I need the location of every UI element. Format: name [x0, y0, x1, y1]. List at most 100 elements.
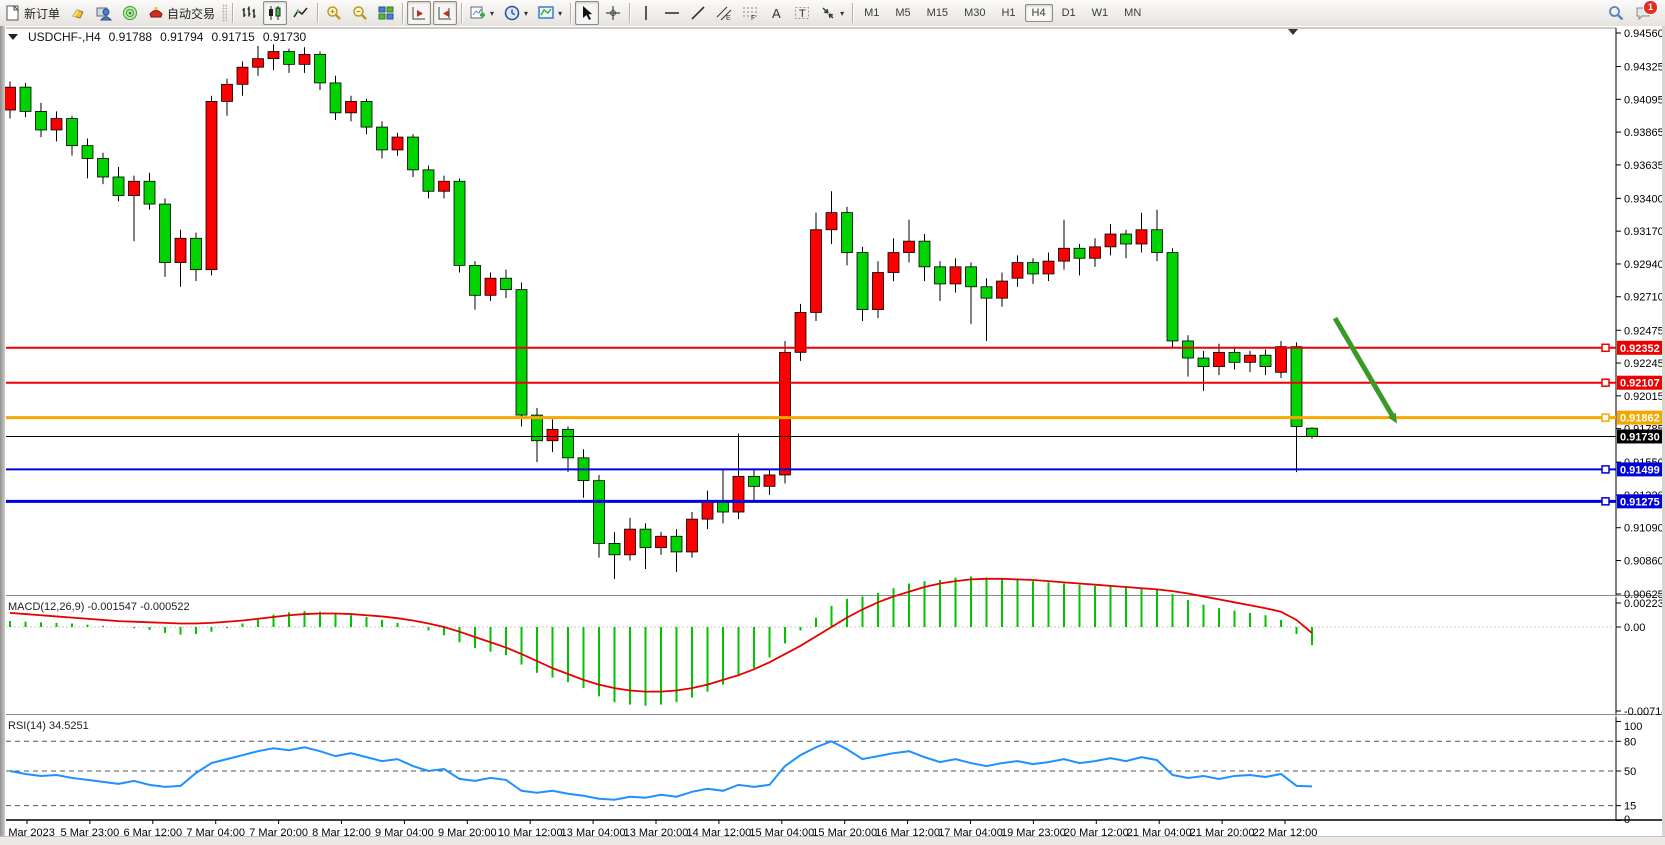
price-axis-tick: 0.94325 — [1624, 62, 1664, 74]
timeframe-button-w1[interactable]: W1 — [1091, 7, 1109, 19]
tile-windows-button[interactable] — [374, 1, 398, 25]
clock-icon — [504, 5, 520, 21]
timeframe-button-m30[interactable]: M30 — [964, 7, 986, 19]
line-chart-icon — [293, 5, 309, 21]
price-axis-tick: 0.93170 — [1624, 226, 1664, 238]
tile-windows-icon — [378, 5, 394, 21]
timeframe-button-m1[interactable]: M1 — [864, 7, 880, 19]
new-order-icon — [5, 5, 21, 21]
status-bar — [0, 836, 1665, 845]
toolbar-separator — [461, 3, 463, 23]
search-button[interactable] — [1604, 1, 1628, 25]
notifications-button[interactable]: 1 — [1631, 0, 1658, 25]
templates-button[interactable]: ▾ — [534, 1, 566, 25]
arrow-annotation[interactable] — [1332, 316, 1396, 419]
shift-marker-icon[interactable] — [1288, 29, 1298, 35]
toolbar-separator — [232, 3, 234, 23]
gold-icon — [70, 5, 86, 21]
dropdown-caret-icon[interactable]: ▾ — [558, 8, 563, 18]
notification-badge: 1 — [1643, 0, 1658, 15]
accounts-button[interactable] — [92, 1, 116, 25]
text-label-icon: T — [794, 5, 810, 21]
new-chart-button[interactable]: ▾ — [466, 1, 498, 25]
rsi-axis-tick: 15 — [1624, 801, 1636, 813]
zoom-in-icon — [326, 5, 342, 21]
price-tag: 0.92107 — [1620, 378, 1660, 390]
text-label-button[interactable]: T — [790, 1, 814, 25]
zoom-out-button[interactable] — [348, 1, 372, 25]
toolbar-separator — [852, 3, 854, 23]
rsi-axis-tick: 0 — [1624, 814, 1630, 826]
vertical-line-button[interactable] — [634, 1, 658, 25]
chat-bubble-icon: 1 — [1635, 0, 1658, 21]
macd-axis-tick: 0.00 — [1624, 622, 1645, 634]
cursor-icon — [579, 5, 595, 21]
new-chart-icon — [470, 5, 486, 21]
timeframe-button-m15[interactable]: M15 — [926, 7, 949, 19]
bar-chart-icon — [241, 5, 257, 21]
macd-axis-tick: -0.007147 — [1624, 706, 1665, 718]
vertical-line-icon — [638, 5, 654, 21]
price-tag: 0.92352 — [1620, 343, 1660, 355]
toolbar: 新订单 自动交易 — [0, 0, 1665, 27]
auto-trading-button[interactable]: 自动交易 — [144, 1, 219, 25]
chart-shift-icon — [437, 5, 453, 21]
svg-text:T: T — [799, 8, 806, 20]
price-axis-tick: 0.93400 — [1624, 193, 1664, 205]
channel-icon: E — [716, 5, 732, 21]
dropdown-caret-icon[interactable]: ▾ — [524, 8, 529, 18]
dropdown-caret-icon[interactable]: ▾ — [490, 8, 495, 18]
price-axis-tick: 0.94095 — [1624, 94, 1664, 106]
rsi-axis-tick: 100 — [1624, 721, 1642, 733]
timeframe-button-m5[interactable]: M5 — [895, 7, 911, 19]
zoom-in-button[interactable] — [322, 1, 346, 25]
fibonacci-icon: F — [742, 5, 758, 21]
candlestick-chart-button[interactable] — [263, 1, 288, 25]
window-left-edge — [0, 26, 5, 845]
signals-button[interactable] — [118, 1, 142, 25]
trendline-icon — [690, 5, 706, 21]
new-order-button[interactable]: 新订单 — [1, 1, 64, 25]
crosshair-button[interactable] — [601, 1, 625, 25]
arrows-button[interactable]: ▾ — [816, 1, 848, 25]
signal-icon — [122, 5, 138, 21]
window-right-edge — [1662, 26, 1665, 845]
timeframe-button-mn[interactable]: MN — [1124, 7, 1142, 19]
trendline-button[interactable] — [686, 1, 710, 25]
svg-text:E: E — [726, 15, 731, 21]
chart-area[interactable]: 0.94560 0.94325 0.94095 0.93865 0.93635 0.934… — [0, 26, 1665, 845]
toolbar-separator — [402, 3, 404, 23]
price-axis-tick: 0.91090 — [1624, 523, 1664, 535]
zoom-out-icon — [352, 5, 368, 21]
price-axis-tick: 0.92475 — [1624, 325, 1664, 337]
price-tag: 0.91275 — [1620, 496, 1660, 508]
auto-trading-label: 自动交易 — [167, 6, 216, 21]
crosshair-icon — [605, 5, 621, 21]
timeframe-button-d1[interactable]: D1 — [1061, 7, 1076, 19]
price-tag: 0.91499 — [1620, 464, 1660, 476]
line-chart-button[interactable] — [289, 1, 313, 25]
price-axis-tick: 0.90625 — [1624, 589, 1664, 601]
fibonacci-button[interactable]: F — [738, 1, 762, 25]
text-button[interactable]: A — [764, 1, 788, 25]
rsi-line — [9, 740, 1313, 801]
price-axis-tick: 0.93635 — [1624, 160, 1664, 172]
chart-shift-button[interactable] — [433, 1, 458, 25]
channel-button[interactable]: E — [712, 1, 736, 25]
periods-button[interactable]: ▾ — [500, 1, 532, 25]
horizontal-line-button[interactable] — [660, 1, 684, 25]
cursor-button[interactable] — [575, 1, 600, 25]
template-icon — [538, 5, 554, 21]
market-watch-button[interactable] — [66, 1, 90, 25]
bar-chart-button[interactable] — [237, 1, 261, 25]
auto-scroll-button[interactable] — [407, 1, 432, 25]
macd-signal-line — [9, 577, 1313, 693]
rsi-axis-tick: 50 — [1624, 766, 1636, 778]
toolbar-separator — [317, 3, 319, 23]
timeframe-button-h1[interactable]: H1 — [1001, 7, 1016, 19]
dropdown-caret-icon[interactable]: ▾ — [840, 8, 845, 18]
price-axis-tick: 0.92245 — [1624, 358, 1664, 370]
timeframe-button-h4[interactable]: H4 — [1024, 4, 1053, 22]
macd-axis-tick: 0.002238 — [1624, 598, 1665, 610]
